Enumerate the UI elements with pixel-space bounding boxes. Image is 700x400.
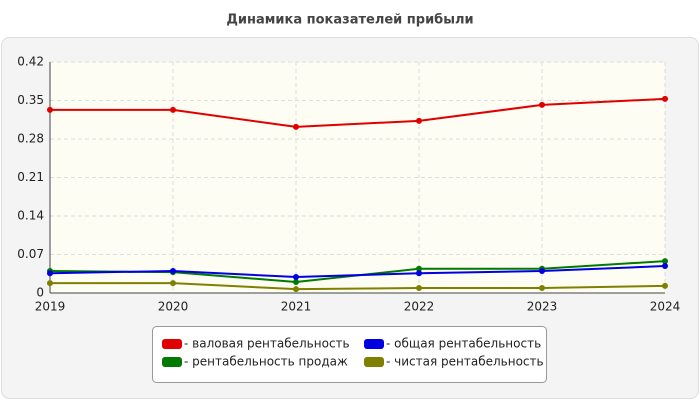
- y-tick-label: 0.14: [17, 209, 44, 223]
- point: [293, 286, 299, 293]
- point: [662, 258, 668, 265]
- x-tick-label: 2023: [527, 300, 558, 314]
- series-line: [50, 282, 666, 291]
- point: [170, 106, 176, 113]
- point: [416, 270, 422, 277]
- y-tick-label: 0.35: [17, 93, 44, 107]
- y-tick-label: 0: [36, 286, 44, 300]
- x-tick-label: 2024: [650, 300, 681, 314]
- point: [662, 282, 668, 289]
- point: [662, 95, 668, 102]
- legend-label: - валовая рентабельность: [184, 337, 350, 351]
- legend-swatch: [162, 357, 182, 367]
- legend-label: - рентабельность продаж: [184, 355, 348, 369]
- point: [293, 274, 299, 281]
- point: [416, 265, 422, 272]
- point: [47, 106, 53, 113]
- legend-swatch: [364, 339, 384, 349]
- point: [416, 285, 422, 292]
- point: [47, 270, 53, 277]
- x-tick-label: 2019: [35, 300, 66, 314]
- legend-swatch: [364, 357, 384, 367]
- point: [416, 117, 422, 124]
- x-tick-label: 2020: [158, 300, 189, 314]
- y-tick-label: 0.42: [17, 55, 44, 69]
- chart-title: Динамика показателей прибыли: [226, 13, 473, 28]
- series-line: [50, 97, 666, 128]
- series-line: [49, 265, 666, 279]
- y-tick-label: 0.07: [17, 247, 44, 261]
- legend-label: - общая рентабельность: [386, 337, 541, 351]
- point: [170, 268, 176, 274]
- point: [170, 280, 176, 287]
- legend-label: - чистая рентабельность: [386, 355, 544, 369]
- point: [539, 285, 545, 292]
- point: [293, 279, 299, 285]
- point: [47, 280, 53, 287]
- legend-box: [152, 326, 547, 383]
- legend-swatch: [162, 339, 182, 349]
- x-tick-label: 2022: [404, 300, 435, 314]
- point: [539, 101, 545, 108]
- point: [539, 268, 545, 274]
- point: [662, 263, 668, 270]
- y-tick-label: 0.21: [17, 170, 44, 184]
- y-tick-label: 0.28: [17, 132, 44, 146]
- point: [293, 123, 299, 130]
- x-tick-label: 2021: [281, 300, 312, 314]
